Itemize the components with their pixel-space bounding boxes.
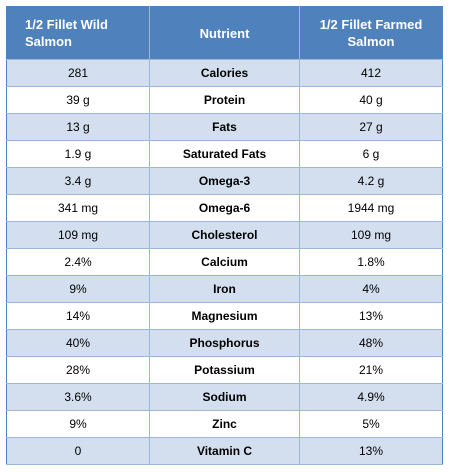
farmed-salmon-value: 4.9%: [299, 383, 443, 411]
farmed-salmon-value: 21%: [299, 356, 443, 384]
table-body: 281 Calories 412 39 g Protein 40 g 13 g Fats 27 …: [6, 59, 443, 465]
wild-salmon-value: 3.4 g: [6, 167, 150, 195]
wild-salmon-value: 1.9 g: [6, 140, 150, 168]
farmed-salmon-value: 40 g: [299, 86, 443, 114]
farmed-salmon-value: 109 mg: [299, 221, 443, 249]
nutrient-name: Zinc: [149, 410, 300, 438]
header-wild-salmon: 1/2 Fillet Wild Salmon: [6, 6, 150, 60]
wild-salmon-value: 109 mg: [6, 221, 150, 249]
nutrition-comparison-frame: 1/2 Fillet Wild Salmon Nutrient 1/2 Fill…: [6, 6, 443, 466]
nutrient-name: Phosphorus: [149, 329, 300, 357]
nutrient-name: Iron: [149, 275, 300, 303]
nutrient-name: Fats: [149, 113, 300, 141]
table-row: 9% Iron 4%: [6, 275, 443, 303]
nutrient-name: Protein: [149, 86, 300, 114]
nutrient-name: Saturated Fats: [149, 140, 300, 168]
nutrient-name: Calories: [149, 59, 300, 87]
wild-salmon-value: 40%: [6, 329, 150, 357]
nutrition-comparison-table: 1/2 Fillet Wild Salmon Nutrient 1/2 Fill…: [6, 6, 443, 465]
table-row: 341 mg Omega-6 1944 mg: [6, 194, 443, 222]
table-row: 28% Potassium 21%: [6, 356, 443, 384]
table-row: 13 g Fats 27 g: [6, 113, 443, 141]
nutrient-name: Calcium: [149, 248, 300, 276]
table-row: 40% Phosphorus 48%: [6, 329, 443, 357]
table-row: 2.4% Calcium 1.8%: [6, 248, 443, 276]
farmed-salmon-value: 6 g: [299, 140, 443, 168]
table-row: 281 Calories 412: [6, 59, 443, 87]
wild-salmon-value: 39 g: [6, 86, 150, 114]
nutrient-name: Magnesium: [149, 302, 300, 330]
farmed-salmon-value: 27 g: [299, 113, 443, 141]
header-farmed-line-2: Salmon: [347, 34, 395, 49]
nutrient-name: Sodium: [149, 383, 300, 411]
farmed-salmon-value: 412: [299, 59, 443, 87]
wild-salmon-value: 341 mg: [6, 194, 150, 222]
header-farmed-line-1: 1/2 Fillet Farmed: [319, 17, 423, 32]
wild-salmon-value: 28%: [6, 356, 150, 384]
farmed-salmon-value: 1944 mg: [299, 194, 443, 222]
wild-salmon-value: 14%: [6, 302, 150, 330]
farmed-salmon-value: 1.8%: [299, 248, 443, 276]
header-row: 1/2 Fillet Wild Salmon Nutrient 1/2 Fill…: [6, 6, 443, 60]
farmed-salmon-value: 13%: [299, 437, 443, 465]
table-row: 14% Magnesium 13%: [6, 302, 443, 330]
nutrient-name: Vitamin C: [149, 437, 300, 465]
header-nutrient-label: Nutrient: [199, 25, 250, 41]
header-nutrient: Nutrient: [149, 6, 300, 60]
farmed-salmon-value: 13%: [299, 302, 443, 330]
nutrient-name: Cholesterol: [149, 221, 300, 249]
wild-salmon-value: 13 g: [6, 113, 150, 141]
table-row: 3.4 g Omega-3 4.2 g: [6, 167, 443, 195]
table-row: 39 g Protein 40 g: [6, 86, 443, 114]
table-row: 0 Vitamin C 13%: [6, 437, 443, 465]
wild-salmon-value: 0: [6, 437, 150, 465]
farmed-salmon-value: 4.2 g: [299, 167, 443, 195]
header-wild-line-2: Salmon: [25, 34, 72, 49]
table-header: 1/2 Fillet Wild Salmon Nutrient 1/2 Fill…: [6, 6, 443, 60]
farmed-salmon-value: 48%: [299, 329, 443, 357]
table-row: 3.6% Sodium 4.9%: [6, 383, 443, 411]
wild-salmon-value: 2.4%: [6, 248, 150, 276]
nutrient-name: Potassium: [149, 356, 300, 384]
farmed-salmon-value: 5%: [299, 410, 443, 438]
wild-salmon-value: 9%: [6, 410, 150, 438]
table-row: 109 mg Cholesterol 109 mg: [6, 221, 443, 249]
header-farmed-salmon: 1/2 Fillet Farmed Salmon: [299, 6, 443, 60]
farmed-salmon-value: 4%: [299, 275, 443, 303]
table-row: 1.9 g Saturated Fats 6 g: [6, 140, 443, 168]
nutrient-name: Omega-3: [149, 167, 300, 195]
header-wild-line-1: 1/2 Fillet Wild: [25, 17, 108, 32]
wild-salmon-value: 9%: [6, 275, 150, 303]
nutrient-name: Omega-6: [149, 194, 300, 222]
table-row: 9% Zinc 5%: [6, 410, 443, 438]
wild-salmon-value: 3.6%: [6, 383, 150, 411]
wild-salmon-value: 281: [6, 59, 150, 87]
